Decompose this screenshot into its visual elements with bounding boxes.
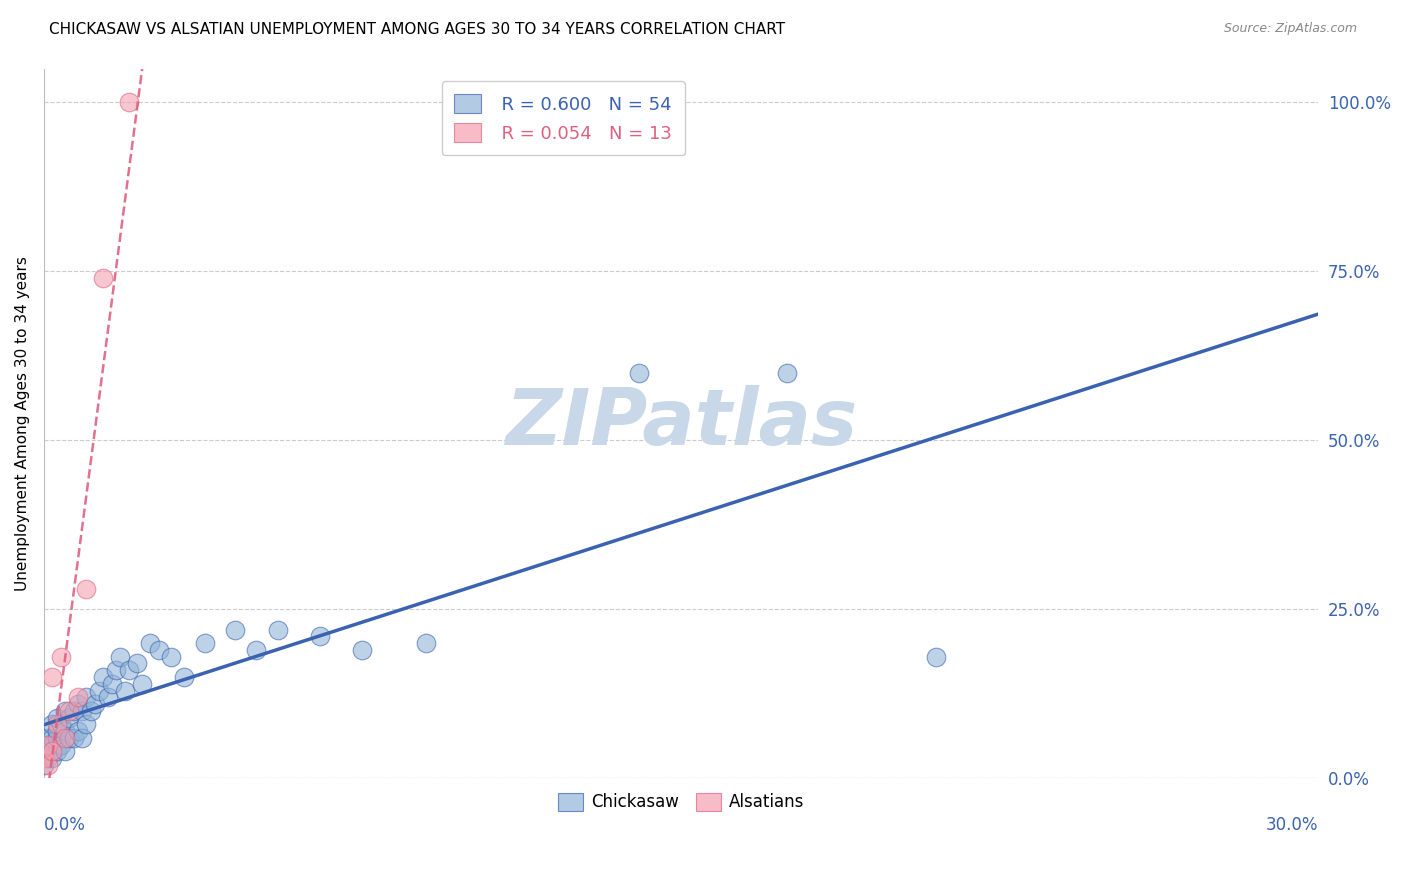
Point (41, 717, 63, 731)
Point (110, 649, 132, 664)
Point (37, 751, 59, 765)
Point (266, 623, 288, 637)
Point (148, 643, 170, 657)
Point (173, 670, 195, 684)
Point (114, 683, 136, 698)
Point (45, 744, 67, 758)
Point (131, 677, 153, 691)
Point (194, 636, 217, 650)
Point (415, 636, 437, 650)
Point (41, 744, 63, 758)
Text: Source: ZipAtlas.com: Source: ZipAtlas.com (1223, 22, 1357, 36)
Point (45, 710, 67, 724)
Point (62, 704, 84, 718)
Point (58, 704, 80, 718)
Point (37, 738, 59, 752)
Point (62, 731, 84, 745)
Point (70, 704, 93, 718)
Point (53, 724, 76, 739)
Point (53, 704, 76, 718)
Point (66, 697, 89, 711)
Point (37, 758, 59, 772)
Point (75, 717, 97, 731)
Point (41, 751, 63, 765)
Point (105, 663, 128, 677)
Point (45, 724, 67, 739)
Point (41, 670, 63, 684)
Point (75, 582, 97, 596)
Point (49, 738, 72, 752)
Point (776, 366, 799, 380)
Point (97, 690, 120, 705)
Text: 0.0%: 0.0% (44, 815, 86, 834)
Point (53, 731, 76, 745)
Text: ZIPatlas: ZIPatlas (505, 385, 858, 461)
Point (93, 271, 115, 285)
Point (83, 697, 105, 711)
Point (49, 649, 72, 664)
Point (53, 744, 76, 758)
Point (75, 690, 97, 705)
Point (139, 636, 162, 650)
Point (58, 710, 80, 724)
Point (58, 731, 80, 745)
Point (70, 731, 93, 745)
Y-axis label: Unemployment Among Ages 30 to 34 years: Unemployment Among Ages 30 to 34 years (15, 256, 30, 591)
Point (224, 623, 246, 637)
Point (627, 366, 650, 380)
Legend: Chickasaw, Alsatians: Chickasaw, Alsatians (550, 784, 813, 820)
Text: CHICKASAW VS ALSATIAN UNEMPLOYMENT AMONG AGES 30 TO 34 YEARS CORRELATION CHART: CHICKASAW VS ALSATIAN UNEMPLOYMENT AMONG… (49, 22, 786, 37)
Point (160, 649, 183, 664)
Point (309, 630, 332, 644)
Point (925, 649, 948, 664)
Point (66, 690, 89, 705)
Point (32, 751, 55, 765)
Point (101, 677, 124, 691)
Point (37, 738, 59, 752)
Point (45, 731, 67, 745)
Point (118, 95, 141, 110)
Point (93, 670, 115, 684)
Point (118, 663, 141, 677)
Point (32, 758, 55, 772)
Point (41, 731, 63, 745)
Point (45, 717, 67, 731)
Point (245, 643, 267, 657)
Point (87, 683, 110, 698)
Point (66, 724, 89, 739)
Point (41, 738, 63, 752)
Point (79, 704, 101, 718)
Point (352, 643, 374, 657)
Text: 30.0%: 30.0% (1265, 815, 1319, 834)
Point (127, 657, 149, 671)
Point (37, 731, 59, 745)
Point (37, 744, 59, 758)
Point (49, 717, 72, 731)
